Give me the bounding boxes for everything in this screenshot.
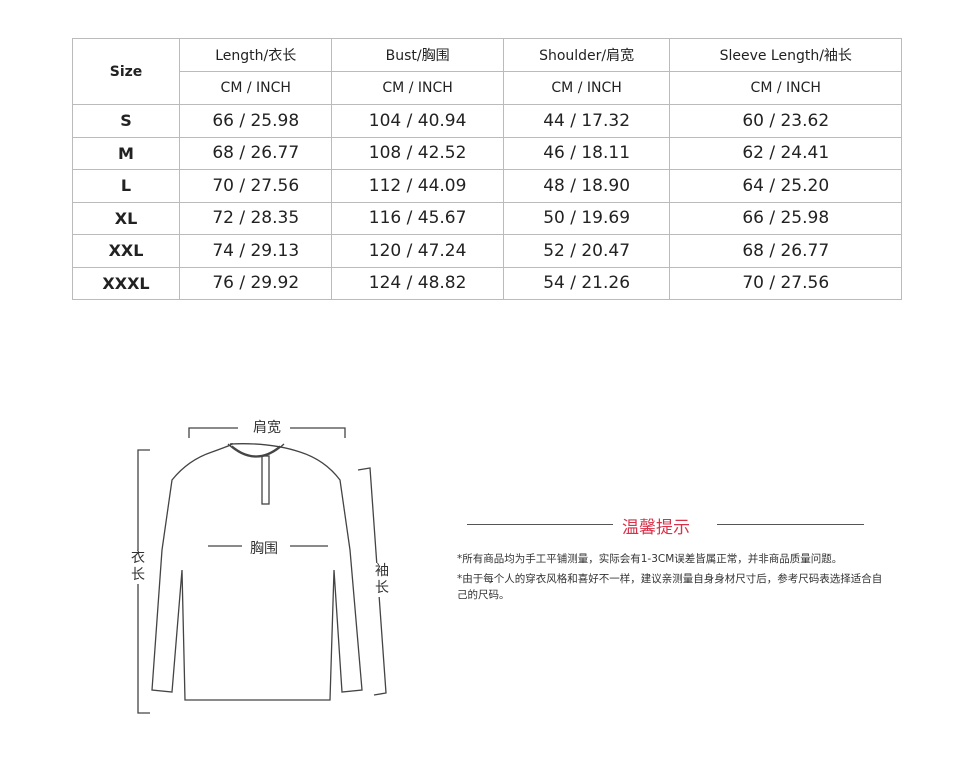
col-sleeve: Sleeve Length/袖长: [669, 38, 902, 72]
size-cell: XL: [72, 201, 180, 235]
size-cell: M: [72, 136, 180, 170]
measure-cell: 68 / 26.77: [669, 234, 902, 268]
table-row: XXXL 76 / 29.92 124 / 48.82 54 / 21.26 70 / …: [72, 266, 902, 300]
measure-cell: 44 / 17.32: [502, 104, 671, 138]
note-1: *所有商品均为手工平铺测量，实际会有1-3CM误差皆属正常，并非商品质量问题。: [457, 553, 843, 565]
shirt-outline: [151, 443, 363, 701]
measure-cell: 66 / 25.98: [669, 201, 902, 235]
measure-cell: 52 / 20.47: [502, 234, 671, 268]
unit-label: CM / INCH: [331, 71, 504, 105]
measure-cell: 108 / 42.52: [331, 136, 504, 170]
table-row: M 68 / 26.77 108 / 42.52 46 / 18.11 62 / 24.…: [72, 136, 902, 170]
measure-cell: 50 / 19.69: [502, 201, 671, 235]
divider: [467, 524, 613, 525]
bust-label: 胸围: [247, 538, 281, 558]
unit-label: CM / INCH: [669, 71, 902, 105]
measure-cell: 48 / 18.90: [502, 169, 671, 203]
size-header: Size: [72, 38, 180, 105]
measure-cell: 70 / 27.56: [669, 266, 902, 300]
size-cell: XXL: [72, 234, 180, 268]
measure-cell: 120 / 47.24: [331, 234, 504, 268]
measure-cell: 74 / 29.13: [178, 234, 333, 268]
table-row: XL 72 / 28.35 116 / 45.67 50 / 19.69 66 / 25…: [72, 201, 902, 235]
measure-cell: 64 / 25.20: [669, 169, 902, 203]
measure-cell: 66 / 25.98: [178, 104, 333, 138]
measure-cell: 62 / 24.41: [669, 136, 902, 170]
col-bust: Bust/胸围: [331, 38, 504, 72]
size-cell: S: [72, 104, 180, 138]
measure-cell: 124 / 48.82: [331, 266, 504, 300]
col-shoulder: Shoulder/肩宽: [502, 38, 671, 72]
length-label: 衣长: [128, 550, 150, 584]
shoulder-label: 肩宽: [250, 417, 284, 437]
shirt-diagram: [0, 427, 387, 764]
measure-cell: 112 / 44.09: [331, 169, 504, 203]
measure-cell: 54 / 21.26: [502, 266, 671, 300]
unit-label: CM / INCH: [502, 71, 671, 105]
measure-cell: 46 / 18.11: [502, 136, 671, 170]
note-2: *由于每个人的穿衣风格和喜好不一样，建议亲测量自身身材尺寸后，参考尺码表选择适合…: [457, 573, 883, 601]
size-chart-table: Size Length/衣长 Bust/胸围 Shoulder/肩宽 Sleev…: [72, 38, 902, 300]
measure-cell: 68 / 26.77: [178, 136, 333, 170]
measure-cell: 104 / 40.94: [331, 104, 504, 138]
measure-cell: 72 / 28.35: [178, 201, 333, 235]
size-cell: L: [72, 169, 180, 203]
table-row: L 70 / 27.56 112 / 44.09 48 / 18.90 64 / 25.…: [72, 169, 902, 203]
measure-cell: 70 / 27.56: [178, 169, 333, 203]
divider: [717, 524, 864, 525]
measure-cell: 76 / 29.92: [178, 266, 333, 300]
col-length: Length/衣长: [178, 38, 333, 72]
size-cell: XXXL: [72, 266, 180, 300]
table-row: S 66 / 25.98 104 / 40.94 44 / 17.32 60 / 23.…: [72, 104, 902, 138]
sleeve-label: 袖长: [372, 563, 394, 597]
measure-cell: 60 / 23.62: [669, 104, 902, 138]
tips-title: 温馨提示: [622, 518, 690, 538]
measure-cell: 116 / 45.67: [331, 201, 504, 235]
unit-label: CM / INCH: [178, 71, 333, 105]
table-row: XXL 74 / 29.13 120 / 47.24 52 / 20.47 68 / 2…: [72, 234, 902, 268]
